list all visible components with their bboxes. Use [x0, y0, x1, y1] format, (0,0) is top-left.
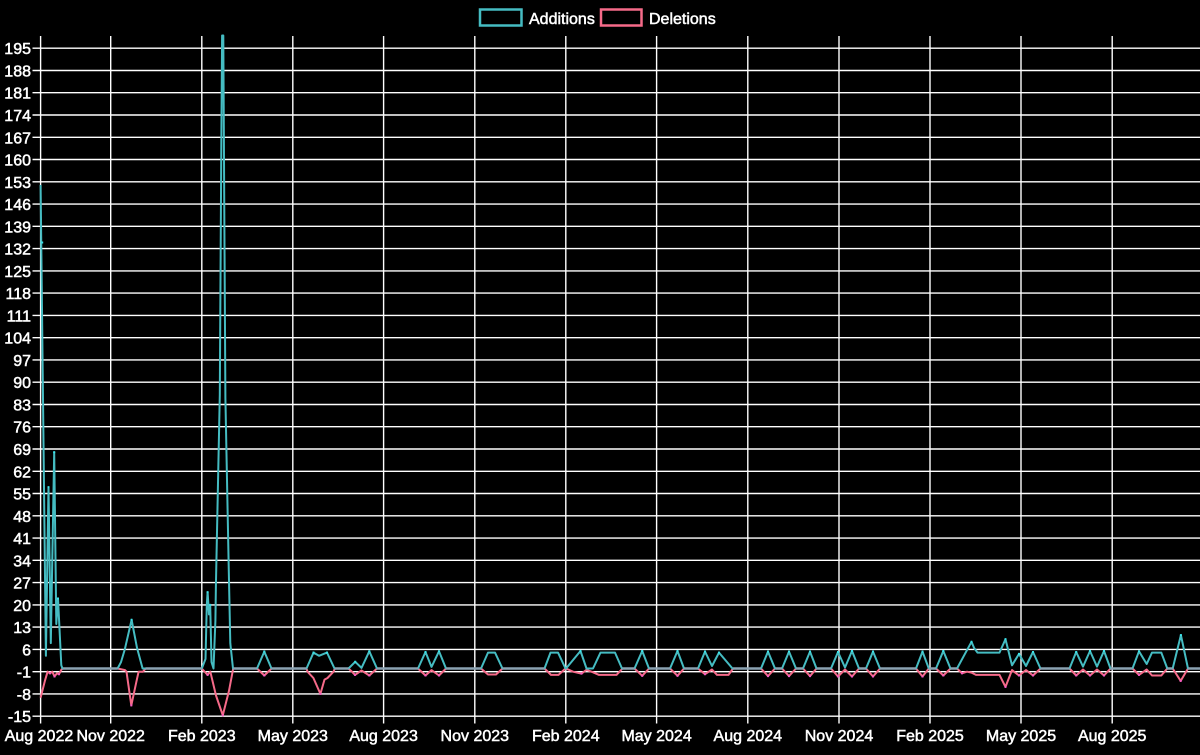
svg-text:May 2024: May 2024 — [621, 728, 691, 745]
svg-text:76: 76 — [13, 420, 31, 437]
svg-text:Feb 2024: Feb 2024 — [532, 728, 600, 745]
svg-text:34: 34 — [13, 553, 31, 570]
svg-text:97: 97 — [13, 353, 31, 370]
svg-text:118: 118 — [5, 286, 31, 303]
svg-text:181: 181 — [4, 86, 31, 103]
svg-text:125: 125 — [4, 264, 31, 281]
svg-text:Nov 2022: Nov 2022 — [76, 728, 145, 745]
svg-text:69: 69 — [13, 442, 31, 459]
svg-text:Deletions: Deletions — [649, 11, 716, 28]
svg-text:48: 48 — [13, 509, 31, 526]
svg-text:20: 20 — [13, 598, 31, 615]
svg-text:Additions: Additions — [529, 11, 595, 28]
svg-text:Nov 2024: Nov 2024 — [805, 728, 874, 745]
svg-text:13: 13 — [13, 620, 31, 637]
svg-text:174: 174 — [4, 108, 31, 125]
svg-text:Aug 2023: Aug 2023 — [349, 728, 418, 745]
svg-text:6: 6 — [22, 642, 31, 659]
svg-text:-1: -1 — [17, 665, 31, 682]
svg-text:90: 90 — [13, 375, 31, 392]
svg-text:Feb 2025: Feb 2025 — [896, 728, 964, 745]
svg-text:83: 83 — [13, 398, 31, 415]
svg-text:-15: -15 — [8, 709, 31, 726]
svg-text:111: 111 — [7, 308, 31, 325]
svg-text:-8: -8 — [17, 687, 31, 704]
svg-text:May 2025: May 2025 — [986, 728, 1056, 745]
svg-text:146: 146 — [4, 197, 31, 214]
svg-text:104: 104 — [4, 331, 31, 348]
svg-text:Nov 2023: Nov 2023 — [441, 728, 510, 745]
svg-text:27: 27 — [13, 576, 31, 593]
svg-text:Feb 2023: Feb 2023 — [168, 728, 236, 745]
svg-text:May 2023: May 2023 — [258, 728, 328, 745]
svg-text:153: 153 — [4, 175, 31, 192]
svg-text:195: 195 — [4, 41, 31, 58]
svg-text:Aug 2024: Aug 2024 — [714, 728, 783, 745]
svg-text:Aug 2025: Aug 2025 — [1078, 728, 1147, 745]
svg-text:41: 41 — [13, 531, 31, 548]
svg-text:188: 188 — [4, 64, 31, 81]
svg-text:167: 167 — [4, 130, 31, 147]
svg-text:160: 160 — [4, 153, 31, 170]
svg-text:Aug 2022: Aug 2022 — [5, 728, 74, 745]
svg-text:55: 55 — [13, 487, 31, 504]
svg-text:132: 132 — [4, 242, 31, 259]
svg-text:62: 62 — [13, 464, 31, 481]
svg-text:139: 139 — [4, 219, 31, 236]
